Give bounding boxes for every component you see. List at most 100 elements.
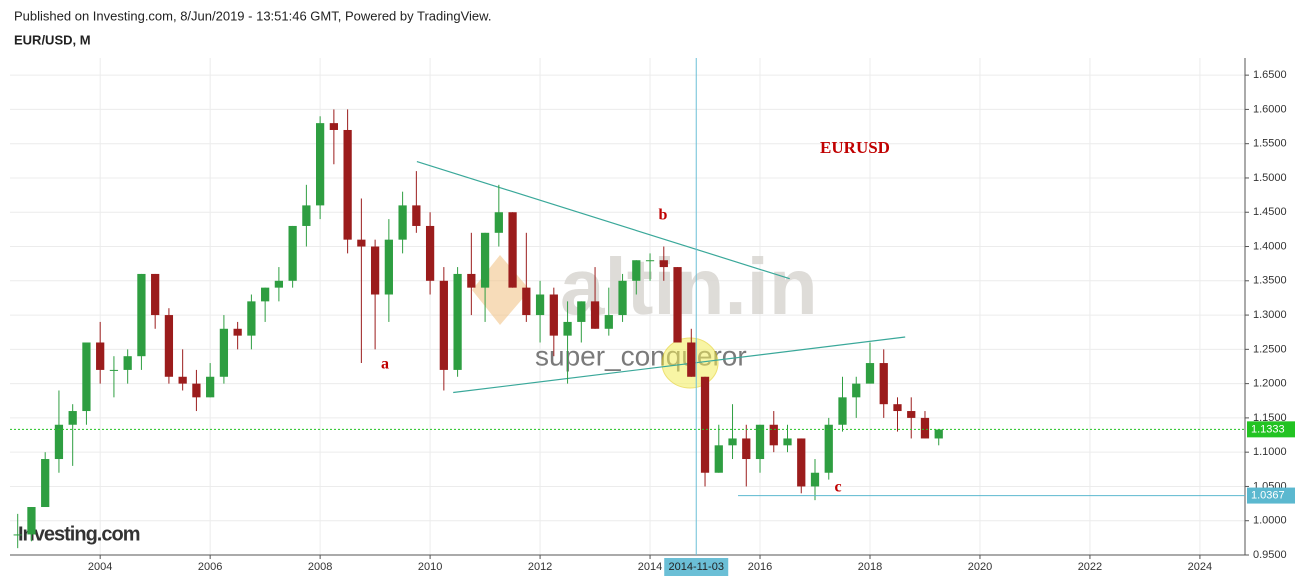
x-tick-label: 2020 (968, 561, 992, 573)
candle-body (535, 294, 545, 316)
candle-body (425, 225, 435, 281)
candle-body (687, 342, 696, 377)
candle-body (13, 534, 22, 536)
candle-body (453, 273, 462, 370)
published-note: Published on Investing.com, 8/Jun/2019 -… (14, 8, 491, 23)
y-tick-label: 1.4000 (1253, 240, 1287, 252)
candle-body (563, 321, 572, 336)
y-tick-label: 1.1000 (1253, 446, 1287, 458)
candle-body (467, 273, 476, 288)
annotation: b (659, 207, 668, 224)
candle-body (920, 417, 930, 439)
x-tick-label: 2024 (1188, 561, 1212, 573)
candle-body (384, 239, 393, 295)
y-tick-label: 1.2500 (1253, 343, 1287, 355)
plot-area (10, 58, 1245, 555)
y-tick-label: 1.0000 (1253, 515, 1287, 527)
candle-body (838, 397, 847, 425)
candle-body (632, 260, 641, 281)
x-tick-label: 2010 (418, 561, 442, 573)
candle-body (673, 267, 682, 343)
candle-body (494, 212, 503, 233)
candle-body (824, 424, 833, 473)
candle-body (865, 363, 875, 384)
annotation: a (381, 356, 389, 373)
crosshair-label-box (664, 558, 729, 576)
candle-body (219, 328, 229, 377)
price-label-box (1247, 421, 1295, 438)
candle-body (742, 438, 751, 460)
candle-body (412, 205, 421, 226)
symbol: EUR/USD, M (14, 32, 91, 47)
x-tick-label: 2022 (1078, 561, 1102, 573)
annotation: c (834, 479, 841, 496)
annotation: EURUSD (820, 138, 890, 157)
y-tick-label: 1.5000 (1253, 172, 1287, 184)
candle-body (151, 273, 160, 316)
candle-body (27, 507, 36, 535)
candle-body (178, 376, 187, 384)
candle-body (714, 445, 723, 473)
candle-body (137, 273, 146, 357)
y-tick-label: 1.2000 (1253, 378, 1287, 390)
candle-body (618, 280, 627, 316)
y-tick-label: 1.6000 (1253, 103, 1287, 115)
price-label: 1.1333 (1251, 423, 1285, 435)
candle-body (783, 438, 792, 446)
candle-body (54, 424, 64, 460)
candle-body (934, 429, 943, 439)
x-tick-label: 2008 (308, 561, 332, 573)
candle-body (590, 301, 600, 329)
x-tick-label: 2006 (198, 561, 222, 573)
y-tick-label: 1.3500 (1253, 275, 1287, 287)
price-label-box (1247, 487, 1295, 504)
candle-body (329, 123, 338, 130)
candle-body (302, 205, 311, 226)
candle-body (192, 383, 201, 398)
candle-body (288, 225, 297, 281)
x-tick-label: 2004 (88, 561, 112, 573)
candle-body (480, 232, 490, 288)
candle-body (645, 260, 655, 262)
candle-body (357, 239, 366, 247)
x-tick-label: 2018 (858, 561, 882, 573)
candle-body (508, 212, 517, 288)
price-label: 1.0367 (1251, 489, 1285, 501)
candle-body (893, 404, 902, 412)
y-tick-label: 1.1500 (1253, 412, 1287, 424)
candle-body (261, 287, 270, 302)
candle-body (274, 280, 284, 288)
candle-body (810, 472, 820, 487)
y-tick-label: 1.6500 (1253, 69, 1287, 81)
candle-body (879, 363, 888, 405)
candle-body (439, 280, 448, 370)
candle-body (370, 246, 380, 295)
x-tick-label: 2012 (528, 561, 552, 573)
candle-body (577, 301, 586, 322)
candle-body (604, 315, 613, 329)
trendline (453, 336, 906, 394)
x-tick-label: 2016 (748, 561, 772, 573)
watermark-text: altin.in (560, 242, 818, 331)
y-tick-label: 1.4500 (1253, 206, 1287, 218)
candle-body (852, 383, 861, 398)
candle-body (398, 205, 407, 240)
candle-body (68, 411, 77, 425)
x-tick-label: 2014 (638, 561, 662, 573)
candle-body (522, 287, 531, 316)
candle-body (659, 260, 668, 268)
candle-body (769, 424, 778, 446)
y-tick-label: 0.9500 (1253, 549, 1287, 561)
candle-body (700, 376, 710, 473)
candle-body (96, 342, 105, 370)
candle-body (206, 376, 215, 398)
candle-body (164, 315, 174, 377)
crosshair-label: 2014-11-03 (669, 561, 724, 573)
candle-body (41, 459, 50, 508)
candle-body (123, 356, 132, 370)
candle-body (233, 328, 242, 336)
watermark: altin.in super_conqueror Investing.com (18, 242, 818, 545)
candle-body (755, 424, 765, 460)
trendline (416, 160, 790, 280)
